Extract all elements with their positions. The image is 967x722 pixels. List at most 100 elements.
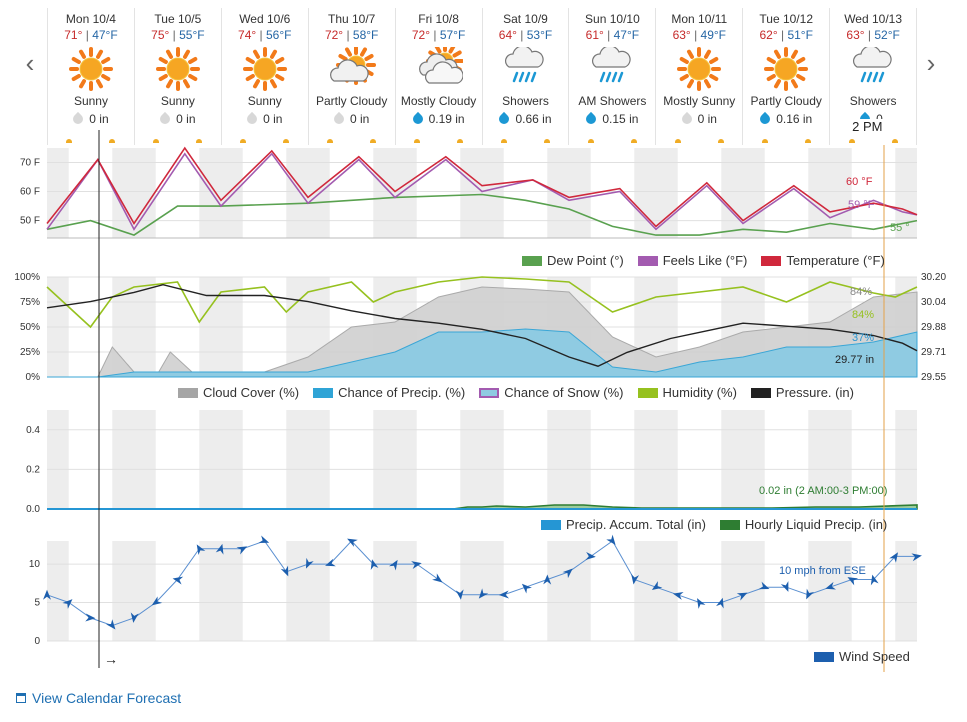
day-name: Wed 10/6 (239, 12, 291, 26)
night-band (830, 541, 852, 641)
wind-arrow-mark (388, 559, 398, 571)
y-tick-label: 0.0 (26, 504, 40, 515)
night-band (199, 541, 221, 641)
wind-arrow-mark (716, 597, 724, 609)
night-band (221, 541, 243, 641)
day-column[interactable]: Tue 10/5 75° | 55°F Sunny 0 in (135, 8, 222, 145)
prev-arrow[interactable]: ‹ (25, 48, 35, 78)
day-column[interactable]: Mon 10/11 63° | 49°F Mostly Sunny 0 in (656, 8, 744, 145)
wind-direction-icon: → (104, 651, 118, 667)
sunset-icon (196, 139, 203, 143)
y-tick-label: 0 (34, 636, 40, 647)
night-band (634, 148, 656, 238)
wind-arrow-mark (43, 589, 51, 600)
sunset-icon (457, 139, 464, 143)
low-temp: 51°F (787, 28, 813, 42)
wind-arrow-mark (562, 568, 573, 579)
night-band (460, 148, 482, 238)
night-band (395, 148, 417, 238)
night-band (547, 541, 569, 641)
pressure-line (46, 283, 918, 367)
day-column[interactable]: Tue 10/12 62° | 51°F Partly Cloudy 0.16 … (743, 8, 831, 145)
y-tick-label-right: 30.20 (921, 272, 946, 283)
wind-arrow-mark (847, 577, 859, 586)
wind-arrow-mark (870, 574, 879, 586)
sun-times (48, 139, 134, 143)
day-name: Fri 10/8 (418, 12, 459, 26)
day-temps: 63° | 52°F (846, 28, 900, 42)
sun-times (483, 139, 569, 143)
wind-arrow-mark (62, 599, 73, 609)
low-temp: 47°F (613, 28, 640, 42)
day-temps: 71° | 47°F (64, 28, 118, 42)
condition-text: Showers (849, 94, 897, 108)
low-temp: 57°F (439, 28, 466, 42)
night-band (482, 148, 504, 238)
partly-cloudy-icon (309, 44, 395, 94)
day-column[interactable]: Sun 10/10 61° | 47°F AM Showers 0.15 in (569, 8, 657, 145)
wind-arrow-mark (106, 619, 116, 630)
precip-amount: 0 in (222, 110, 308, 128)
night-band (721, 541, 743, 641)
night-band (721, 410, 743, 509)
series-line-0 (46, 193, 918, 236)
wind-arrow-mark (280, 565, 289, 577)
night-band (395, 410, 417, 509)
wind-arrow-mark (85, 613, 96, 622)
mostly-cloudy-icon (396, 44, 482, 94)
day-column[interactable]: Thu 10/7 72° | 58°F Partly Cloudy 0 in (309, 8, 396, 145)
wind-arrow-mark (236, 546, 248, 555)
wind-arrow-mark (585, 551, 596, 560)
night-band (460, 541, 482, 641)
day-column[interactable]: Sat 10/9 64° | 53°F Showers 0.66 in (483, 8, 570, 145)
series-line-1 (46, 152, 918, 231)
day-column[interactable]: Wed 10/6 74° | 56°F Sunny 0 in (222, 8, 309, 145)
view-calendar-link[interactable]: View Calendar Forecast (16, 690, 181, 706)
high-temp: 64° (498, 28, 517, 42)
wind-arrow-mark (325, 558, 336, 567)
next-arrow[interactable]: › (926, 48, 936, 78)
sunrise-icon (501, 139, 507, 143)
condition-text: Sunny (247, 94, 282, 108)
wind-arrow-mark (606, 534, 616, 545)
precip-value: 0.15 in (602, 112, 639, 126)
y-tick-label-left: 50% (20, 322, 40, 333)
condition-text: Mostly Cloudy (400, 94, 477, 108)
day-name: Sat 10/9 (503, 12, 548, 26)
night-band (482, 410, 504, 509)
night-band (482, 541, 504, 641)
feels-now-label: 59 °F (848, 199, 875, 211)
sun-times (830, 139, 916, 143)
low-temp: 56°F (266, 28, 292, 42)
condition-text: Partly Cloudy (750, 94, 822, 108)
day-column[interactable]: Fri 10/8 72° | 57°F Mostly Cloudy 0.19 i… (396, 8, 483, 145)
y-tick-label-left: 75% (20, 297, 40, 308)
night-band (634, 410, 656, 509)
day-name: Mon 10/4 (65, 12, 116, 26)
night-band (895, 410, 917, 509)
sunrise-icon (761, 139, 768, 143)
low-temp: 55°F (179, 28, 205, 42)
day-column[interactable]: Wed 10/13 63° | 52°F Showers 0. 2 PM (830, 8, 918, 145)
legend-dew-point: Dew Point (°) (547, 253, 624, 268)
night-band (721, 148, 743, 238)
precip-amount: 0.16 in (743, 110, 829, 128)
night-band (199, 148, 221, 238)
legend-wind: Wind Speed (814, 649, 910, 664)
sun-times (222, 139, 308, 143)
night-band (460, 410, 482, 509)
day-temps: 64° | 53°F (498, 28, 553, 42)
now-label-1: 84% (852, 309, 874, 321)
sunrise-icon (153, 139, 160, 143)
y-tick-label-right: 30.04 (921, 297, 946, 308)
day-column[interactable]: Mon 10/4 71° | 47°F Sunny 0 in (47, 8, 135, 145)
day-name: Tue 10/12 (759, 12, 813, 26)
night-band (808, 148, 830, 238)
day-temps: 62° | 51°F (759, 28, 813, 42)
night-band (634, 541, 656, 641)
y-tick-label: 50 F (20, 216, 40, 227)
high-temp: 72° (411, 28, 431, 42)
day-name: Thu 10/7 (327, 12, 376, 26)
night-band (373, 148, 395, 238)
